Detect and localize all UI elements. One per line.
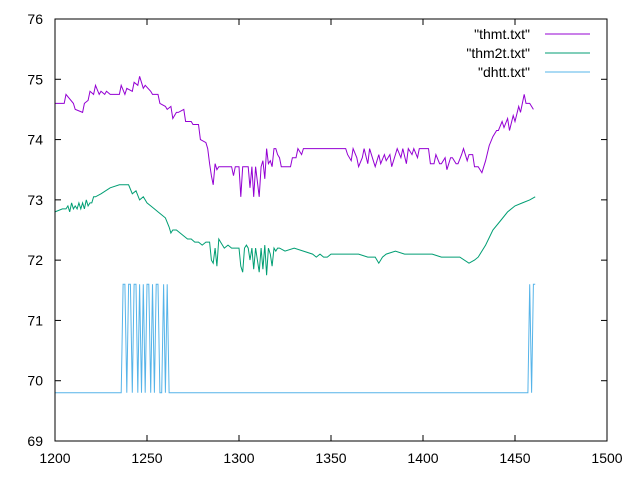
x-tick-label: 1400 bbox=[407, 450, 438, 466]
x-tick-label: 1250 bbox=[131, 450, 162, 466]
x-tick-label: 1500 bbox=[591, 450, 622, 466]
y-tick-label: 72 bbox=[27, 252, 43, 268]
plot-lines bbox=[54, 76, 536, 394]
y-tick-label: 75 bbox=[27, 71, 43, 87]
y-tick-label: 71 bbox=[27, 312, 43, 328]
y-tick-label: 74 bbox=[27, 132, 43, 148]
x-tick-label: 1200 bbox=[39, 450, 70, 466]
y-tick-label: 69 bbox=[27, 433, 43, 449]
series-line-3 bbox=[55, 283, 536, 394]
x-tick-label: 1450 bbox=[499, 450, 530, 466]
legend-label-1: "thmt.txt" bbox=[474, 26, 530, 42]
series-line-1 bbox=[55, 76, 534, 197]
x-tick-label: 1350 bbox=[315, 450, 346, 466]
legend-label-2: "thm2t.txt" bbox=[466, 45, 530, 61]
legend: "thmt.txt" "thm2t.txt" "dhtt.txt" bbox=[466, 26, 590, 80]
y-tick-label: 73 bbox=[27, 192, 43, 208]
axis-ticks: 1200 1250 1300 1350 1400 1450 1500 69 70 71 72 73 74… bbox=[27, 11, 622, 466]
y-tick-label: 70 bbox=[27, 373, 43, 389]
series-line-2 bbox=[54, 184, 536, 276]
legend-label-3: "dhtt.txt" bbox=[478, 64, 530, 80]
x-tick-label: 1300 bbox=[223, 450, 254, 466]
y-tick-label: 76 bbox=[27, 11, 43, 27]
